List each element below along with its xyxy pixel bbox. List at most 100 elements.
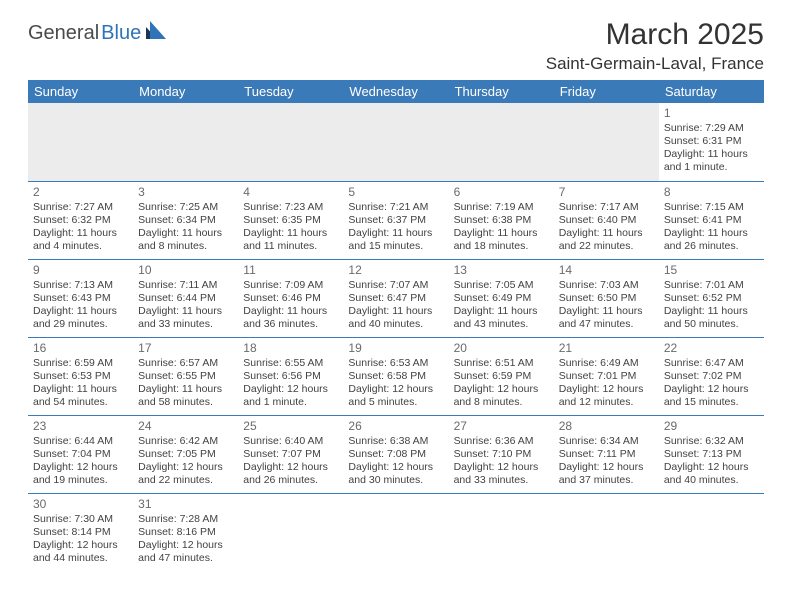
calendar-day-cell: 20Sunrise: 6:51 AMSunset: 6:59 PMDayligh… xyxy=(449,337,554,415)
calendar-day-cell xyxy=(238,103,343,181)
daylight-text: Daylight: 11 hours and 47 minutes. xyxy=(559,305,654,331)
calendar-day-cell: 22Sunrise: 6:47 AMSunset: 7:02 PMDayligh… xyxy=(659,337,764,415)
day-number: 13 xyxy=(454,263,549,278)
weekday-header: Sunday xyxy=(28,80,133,103)
sunrise-text: Sunrise: 6:32 AM xyxy=(664,435,759,448)
daylight-text: Daylight: 12 hours and 33 minutes. xyxy=(454,461,549,487)
daylight-text: Daylight: 11 hours and 43 minutes. xyxy=(454,305,549,331)
calendar-week-row: 23Sunrise: 6:44 AMSunset: 7:04 PMDayligh… xyxy=(28,415,764,493)
calendar-day-cell: 23Sunrise: 6:44 AMSunset: 7:04 PMDayligh… xyxy=(28,415,133,493)
day-number: 15 xyxy=(664,263,759,278)
sunrise-text: Sunrise: 7:21 AM xyxy=(348,201,443,214)
sunrise-text: Sunrise: 6:44 AM xyxy=(33,435,128,448)
calendar-day-cell: 31Sunrise: 7:28 AMSunset: 8:16 PMDayligh… xyxy=(133,493,238,571)
brand-general: General xyxy=(28,22,99,45)
calendar-day-cell: 2Sunrise: 7:27 AMSunset: 6:32 PMDaylight… xyxy=(28,181,133,259)
sunset-text: Sunset: 6:52 PM xyxy=(664,292,759,305)
sunrise-text: Sunrise: 7:13 AM xyxy=(33,279,128,292)
sunrise-text: Sunrise: 7:27 AM xyxy=(33,201,128,214)
daylight-text: Daylight: 11 hours and 11 minutes. xyxy=(243,227,338,253)
calendar-day-cell: 15Sunrise: 7:01 AMSunset: 6:52 PMDayligh… xyxy=(659,259,764,337)
sunset-text: Sunset: 6:34 PM xyxy=(138,214,233,227)
calendar-day-cell: 3Sunrise: 7:25 AMSunset: 6:34 PMDaylight… xyxy=(133,181,238,259)
day-number: 11 xyxy=(243,263,338,278)
calendar-day-cell: 1Sunrise: 7:29 AMSunset: 6:31 PMDaylight… xyxy=(659,103,764,181)
day-number: 27 xyxy=(454,419,549,434)
calendar-week-row: 30Sunrise: 7:30 AMSunset: 8:14 PMDayligh… xyxy=(28,493,764,571)
calendar-day-cell xyxy=(659,493,764,571)
calendar-day-cell: 28Sunrise: 6:34 AMSunset: 7:11 PMDayligh… xyxy=(554,415,659,493)
month-title: March 2025 xyxy=(546,18,764,52)
sunrise-text: Sunrise: 7:17 AM xyxy=(559,201,654,214)
calendar-day-cell xyxy=(343,493,448,571)
weekday-header: Saturday xyxy=(659,80,764,103)
calendar-week-row: 9Sunrise: 7:13 AMSunset: 6:43 PM Daylight… xyxy=(28,259,764,337)
calendar-day-cell: 10Sunrise: 7:11 AMSunset: 6:44 PMDayligh… xyxy=(133,259,238,337)
calendar-day-cell: 27Sunrise: 6:36 AMSunset: 7:10 PMDayligh… xyxy=(449,415,554,493)
calendar-day-cell: 4Sunrise: 7:23 AMSunset: 6:35 PMDaylight… xyxy=(238,181,343,259)
sunrise-text: Sunrise: 7:28 AM xyxy=(138,513,233,526)
calendar-day-cell xyxy=(238,493,343,571)
calendar-day-cell: 13Sunrise: 7:05 AMSunset: 6:49 PMDayligh… xyxy=(449,259,554,337)
day-number: 5 xyxy=(348,185,443,200)
title-block: March 2025 Saint-Germain-Laval, France xyxy=(546,18,764,74)
day-number: 28 xyxy=(559,419,654,434)
day-number: 4 xyxy=(243,185,338,200)
sunset-text: Sunset: 7:07 PM xyxy=(243,448,338,461)
daylight-text: Daylight: 12 hours and 1 minute. xyxy=(243,383,338,409)
day-number: 31 xyxy=(138,497,233,512)
sunrise-text: Sunrise: 6:42 AM xyxy=(138,435,233,448)
day-number: 20 xyxy=(454,341,549,356)
daylight-text: Daylight: 11 hours and 50 minutes. xyxy=(664,305,759,331)
day-number: 17 xyxy=(138,341,233,356)
day-number: 24 xyxy=(138,419,233,434)
sunset-text: Sunset: 6:50 PM xyxy=(559,292,654,305)
day-number: 2 xyxy=(33,185,128,200)
header: General Blue March 2025 Saint-Germain-La… xyxy=(28,18,764,74)
sunset-text: Sunset: 6:44 PM xyxy=(138,292,233,305)
sunrise-text: Sunrise: 6:38 AM xyxy=(348,435,443,448)
day-number: 18 xyxy=(243,341,338,356)
daylight-text: Daylight: 11 hours and 22 minutes. xyxy=(559,227,654,253)
brand-mark-icon xyxy=(146,21,168,44)
calendar-day-cell: 16Sunrise: 6:59 AMSunset: 6:53 PMDayligh… xyxy=(28,337,133,415)
sunrise-text: Sunrise: 6:40 AM xyxy=(243,435,338,448)
sunrise-text: Sunrise: 7:25 AM xyxy=(138,201,233,214)
sunrise-text: Sunrise: 7:11 AM xyxy=(138,279,233,292)
sunset-text: Sunset: 6:58 PM xyxy=(348,370,443,383)
sunset-text: Sunset: 6:37 PM xyxy=(348,214,443,227)
sunset-text: Sunset: 7:08 PM xyxy=(348,448,443,461)
sunset-text: Sunset: 7:10 PM xyxy=(454,448,549,461)
sunrise-text: Sunrise: 7:23 AM xyxy=(243,201,338,214)
daylight-text: Daylight: 11 hours and 8 minutes. xyxy=(138,227,233,253)
calendar-day-cell: 11Sunrise: 7:09 AMSunset: 6:46 PMDayligh… xyxy=(238,259,343,337)
day-number: 19 xyxy=(348,341,443,356)
sunrise-text: Sunrise: 7:05 AM xyxy=(454,279,549,292)
calendar-day-cell: 29Sunrise: 6:32 AMSunset: 7:13 PMDayligh… xyxy=(659,415,764,493)
sunset-text: Sunset: 7:05 PM xyxy=(138,448,233,461)
sunset-text: Sunset: 6:49 PM xyxy=(454,292,549,305)
daylight-text: Daylight: 11 hours and 4 minutes. xyxy=(33,227,128,253)
day-number: 14 xyxy=(559,263,654,278)
sunrise-text: Sunrise: 6:57 AM xyxy=(138,357,233,370)
daylight-text: Daylight: 11 hours and 15 minutes. xyxy=(348,227,443,253)
calendar-day-cell: 25Sunrise: 6:40 AMSunset: 7:07 PMDayligh… xyxy=(238,415,343,493)
day-number: 9 xyxy=(33,263,128,278)
sunset-text: Sunset: 6:55 PM xyxy=(138,370,233,383)
sunset-text: Sunset: 7:13 PM xyxy=(664,448,759,461)
sunset-text: Sunset: 6:47 PM xyxy=(348,292,443,305)
sunset-text: Sunset: 7:01 PM xyxy=(559,370,654,383)
sunrise-text: Sunrise: 7:09 AM xyxy=(243,279,338,292)
sunrise-text: Sunrise: 7:30 AM xyxy=(33,513,128,526)
sunset-text: Sunset: 6:43 PM xyxy=(33,292,128,305)
weekday-header: Thursday xyxy=(449,80,554,103)
calendar-day-cell xyxy=(449,493,554,571)
calendar-week-row: 16Sunrise: 6:59 AMSunset: 6:53 PMDayligh… xyxy=(28,337,764,415)
daylight-text: Daylight: 11 hours and 26 minutes. xyxy=(664,227,759,253)
day-number: 23 xyxy=(33,419,128,434)
calendar-day-cell: 7Sunrise: 7:17 AMSunset: 6:40 PMDaylight… xyxy=(554,181,659,259)
calendar-day-cell: 14Sunrise: 7:03 AMSunset: 6:50 PMDayligh… xyxy=(554,259,659,337)
brand-blue: Blue xyxy=(101,22,141,45)
day-number: 29 xyxy=(664,419,759,434)
daylight-text: Daylight: 12 hours and 22 minutes. xyxy=(138,461,233,487)
